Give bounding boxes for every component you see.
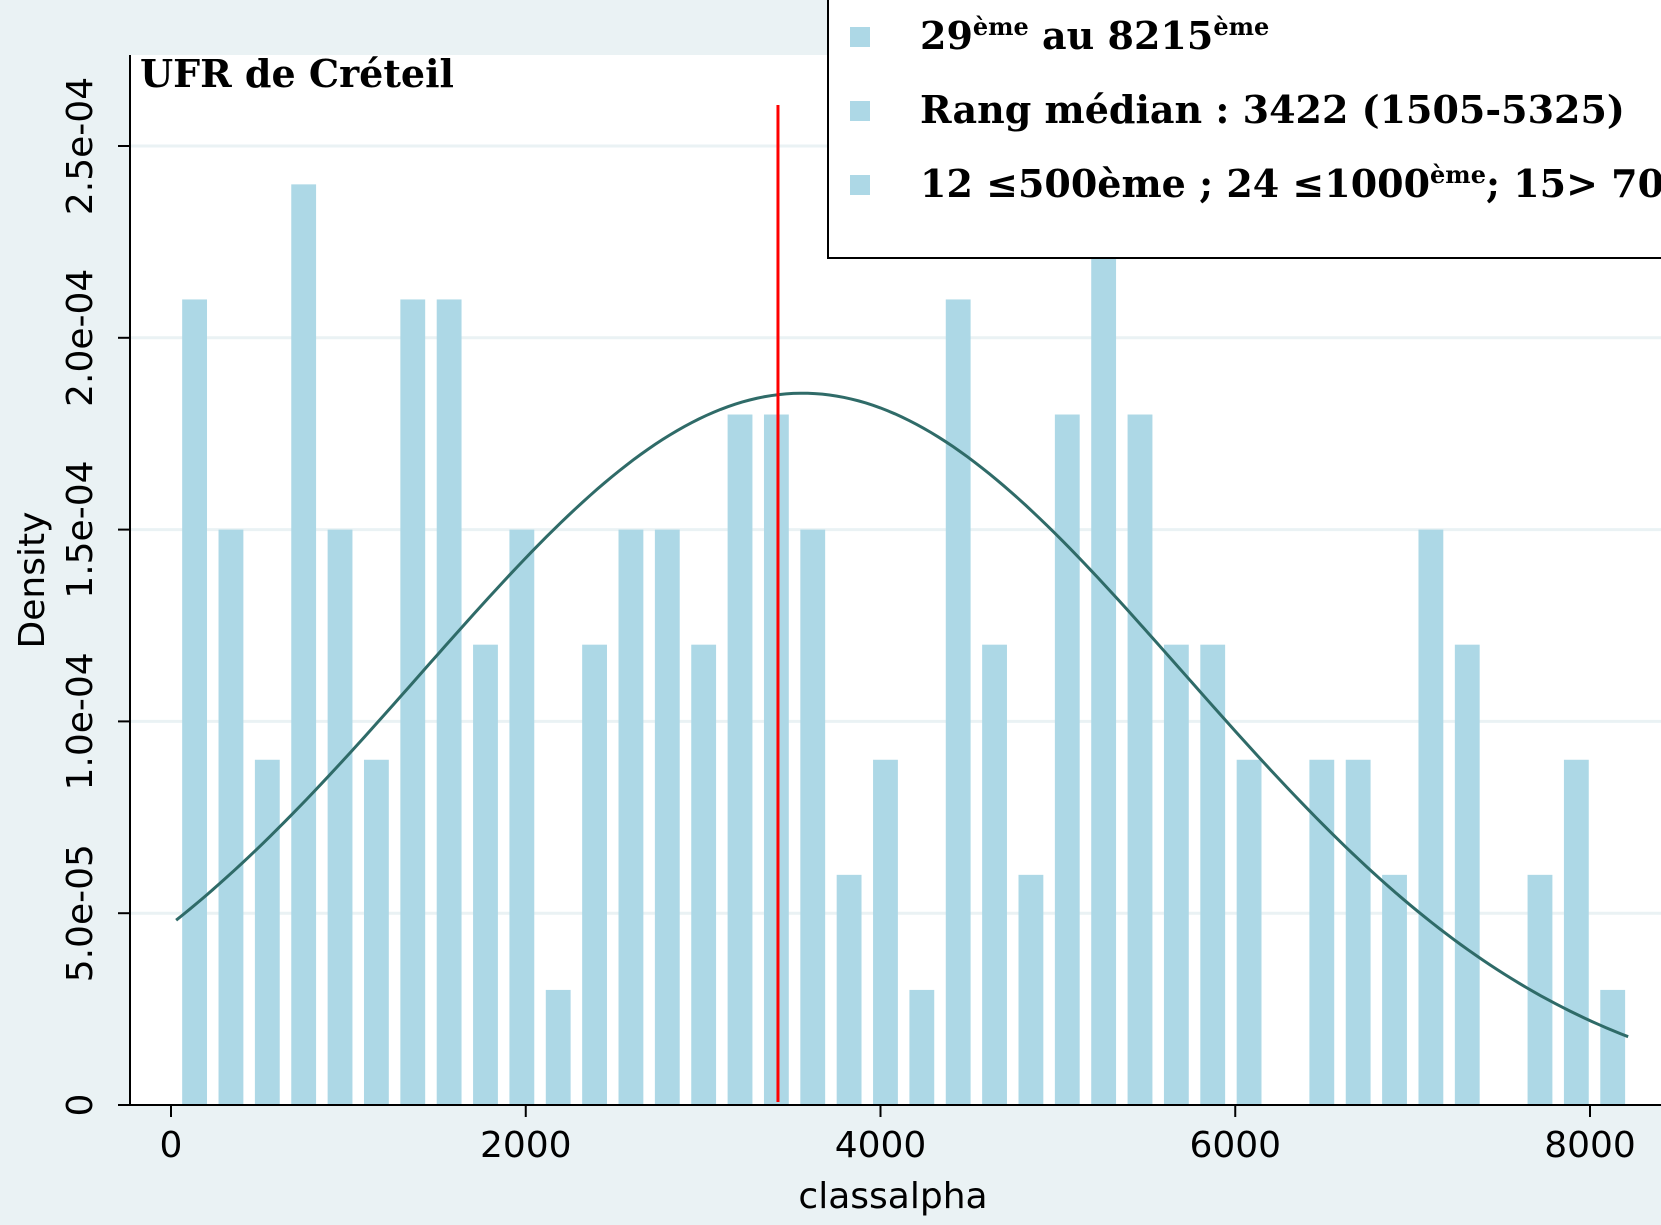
- histogram-bar: [691, 644, 717, 1105]
- y-axis-title: Density: [12, 512, 53, 649]
- normal-density-curve: [175, 391, 1629, 1039]
- axes: [118, 55, 1661, 1117]
- x-tick-label: 6000: [1189, 1125, 1281, 1166]
- y-tick-label: 2.0e-04: [60, 269, 101, 407]
- histogram-bar: [1018, 874, 1044, 1105]
- histogram-bar: [582, 644, 607, 1105]
- histogram-bar: [1163, 644, 1189, 1105]
- bars: [182, 184, 1626, 1106]
- histogram-bar: [800, 529, 826, 1105]
- histogram-bar: [218, 529, 244, 1105]
- histogram-bar: [1127, 414, 1153, 1105]
- histogram-bar: [1600, 989, 1626, 1105]
- legend-box: [827, 0, 1661, 259]
- histogram-bar: [654, 529, 680, 1105]
- x-tick-label: 4000: [835, 1125, 927, 1166]
- histogram-bar: [1091, 184, 1117, 1106]
- histogram-bar: [982, 644, 1007, 1105]
- y-tick-label: 1.5e-04: [60, 460, 101, 598]
- histogram-bar: [727, 414, 753, 1105]
- x-axis-title: classalpha: [798, 1176, 987, 1217]
- histogram-bar: [509, 529, 535, 1105]
- histogram-bar: [254, 759, 280, 1105]
- y-tick-label: 2.5e-04: [60, 77, 101, 215]
- legend-label: 29ème au 8215ème: [920, 12, 1269, 58]
- histogram-bar: [400, 299, 426, 1105]
- histogram-bar: [763, 414, 789, 1105]
- histogram-bar: [291, 184, 317, 1106]
- histogram-bar: [873, 759, 898, 1105]
- histogram-bar: [473, 644, 498, 1105]
- panel-title: UFR de Créteil: [140, 51, 454, 96]
- histogram-bar: [1382, 874, 1407, 1105]
- y-tick-label: 1.0e-04: [60, 652, 101, 790]
- histogram-bar: [1563, 759, 1589, 1105]
- legend: 29ème au 8215ème Rang médian : 3422 (1505…: [827, 0, 1661, 259]
- y-tick-labels: 0 5.0e-05 1.0e-04 1.5e-04 2.0e-04 2.5e-04: [60, 77, 101, 1117]
- histogram-bar: [1418, 529, 1444, 1105]
- x-tick-label: 2000: [480, 1125, 572, 1166]
- x-tick-labels: 0 2000 4000 6000 8000: [160, 1125, 1636, 1166]
- x-tick-label: 0: [160, 1125, 183, 1166]
- histogram-bar: [1236, 759, 1262, 1105]
- histogram-bar: [945, 299, 971, 1105]
- x-tick-label: 8000: [1544, 1125, 1636, 1166]
- legend-swatch: [850, 175, 870, 195]
- histogram-bar: [545, 989, 571, 1105]
- legend-label: 12 ≤500ème ; 24 ≤1000ème; 15> 7000ème: [920, 160, 1661, 206]
- histogram-bar: [1345, 759, 1371, 1105]
- histogram-bar: [363, 759, 389, 1105]
- histogram-bar: [618, 529, 644, 1105]
- histogram-bar: [436, 299, 462, 1105]
- histogram-bar: [1309, 759, 1335, 1105]
- y-tick-label: 0: [60, 1094, 101, 1117]
- histogram-bar: [327, 529, 353, 1105]
- histogram-bar: [182, 299, 208, 1105]
- histogram-bar: [1054, 414, 1080, 1105]
- legend-label: Rang médian : 3422 (1505-5325): [920, 87, 1625, 132]
- legend-swatch: [850, 27, 870, 47]
- legend-swatch: [850, 101, 870, 121]
- histogram-bar: [1454, 644, 1480, 1105]
- histogram-bar: [836, 874, 862, 1105]
- y-tick-label: 5.0e-05: [60, 844, 101, 982]
- histogram-bar: [909, 989, 935, 1105]
- histogram-bar: [1200, 644, 1226, 1105]
